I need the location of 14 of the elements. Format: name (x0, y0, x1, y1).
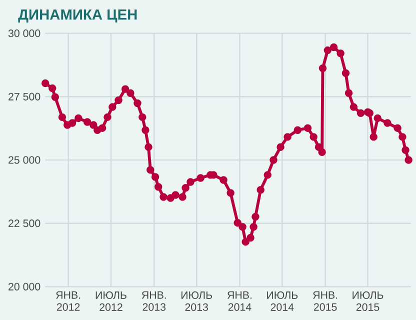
y-tick-label: 30 000 (8, 30, 40, 38)
y-tick-label: 20 000 (8, 282, 40, 290)
y-tick-label: 27 500 (8, 92, 40, 100)
x-tick-label: ЯНВ. 2014 (227, 291, 252, 311)
x-tick-label: ИЮЛЬ 2015 (352, 291, 384, 311)
y-tick-label: 25 000 (8, 156, 40, 164)
x-tick-label: ЯНВ. 2015 (313, 291, 338, 311)
chart-title: ДИНАМИКА ЦЕН (18, 9, 137, 23)
y-tick-label: 22 500 (8, 220, 40, 228)
x-tick-label: ЯНВ. 2013 (142, 291, 166, 311)
x-tick-label: ИЮЛЬ 2013 (181, 291, 212, 311)
x-tick-label: ЯНВ. 2012 (56, 291, 80, 311)
x-tick-label: ИЮЛЬ 2012 (96, 291, 126, 311)
x-tick-label: ИЮЛЬ 2014 (267, 291, 298, 311)
